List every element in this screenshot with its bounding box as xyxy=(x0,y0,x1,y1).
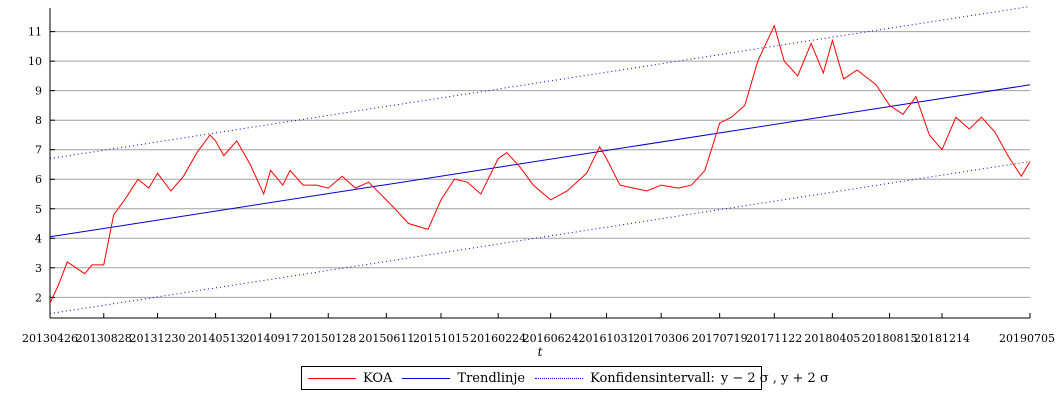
series-line-3 xyxy=(49,161,1031,315)
x-tick-label-20150611: 20150611 xyxy=(358,332,414,345)
y-tick-label-4: 4 xyxy=(35,232,42,245)
x-tick-label-20171122: 20171122 xyxy=(746,332,802,345)
x-tick-label-20160224: 20160224 xyxy=(470,332,526,345)
x-tick-label-20180815: 20180815 xyxy=(862,332,918,345)
legend-entry-koa: KOA xyxy=(308,371,392,386)
legend-label-interval: Konfidensintervall: xyxy=(590,370,715,386)
x-tick-label-20131230: 20131230 xyxy=(129,332,185,345)
legend-label-interval-math: y − 2 σ , y + 2 σ xyxy=(720,370,829,386)
legend-swatch-interval xyxy=(535,377,584,379)
y-tick-label-7: 7 xyxy=(35,144,42,157)
x-axis-title: t xyxy=(538,345,543,359)
y-tick-label-3: 3 xyxy=(35,262,42,275)
y-tick-label-5: 5 xyxy=(35,203,42,216)
series-line-2 xyxy=(49,6,1031,160)
series-line-1 xyxy=(49,84,1031,238)
legend-swatch-koa xyxy=(308,377,356,379)
y-tick-label-9: 9 xyxy=(35,85,42,98)
y-tick-label-11: 11 xyxy=(28,26,42,39)
legend-label-trend: Trendlinje xyxy=(457,370,526,386)
x-tick-label-20170719: 20170719 xyxy=(692,332,748,345)
y-tick-label-8: 8 xyxy=(35,114,42,127)
legend-entry-trend: Trendlinje xyxy=(402,371,525,386)
x-tick-label-20180405: 20180405 xyxy=(804,332,860,345)
x-tick-label-20190705: 20190705 xyxy=(999,332,1055,345)
x-tick-label-20181214: 20181214 xyxy=(914,332,970,345)
legend-swatch-trend xyxy=(402,377,451,379)
x-tick-label-20140917: 20140917 xyxy=(243,332,299,345)
y-tick-label-2: 2 xyxy=(35,291,42,304)
x-tick-label-20130426: 20130426 xyxy=(22,332,78,345)
series-line-0 xyxy=(49,24,1031,304)
y-tick-label-10: 10 xyxy=(28,55,42,68)
x-tick-label-20170306: 20170306 xyxy=(633,332,689,345)
legend-label-koa: KOA xyxy=(363,370,393,386)
x-tick-label-20151015: 20151015 xyxy=(413,332,469,345)
x-tick-label-20150128: 20150128 xyxy=(300,332,356,345)
x-tick-label-20161031: 20161031 xyxy=(579,332,635,345)
x-tick-label-20130828: 20130828 xyxy=(76,332,132,345)
legend-entry-interval: Konfidensintervall: y − 2 σ , y + 2 σ xyxy=(535,371,829,386)
y-tick-label-6: 6 xyxy=(35,173,42,186)
x-tick-label-20140513: 20140513 xyxy=(188,332,244,345)
chart-legend: KOA Trendlinje Konfidensintervall: y − 2… xyxy=(301,366,829,390)
x-tick-label-20160624: 20160624 xyxy=(523,332,579,345)
